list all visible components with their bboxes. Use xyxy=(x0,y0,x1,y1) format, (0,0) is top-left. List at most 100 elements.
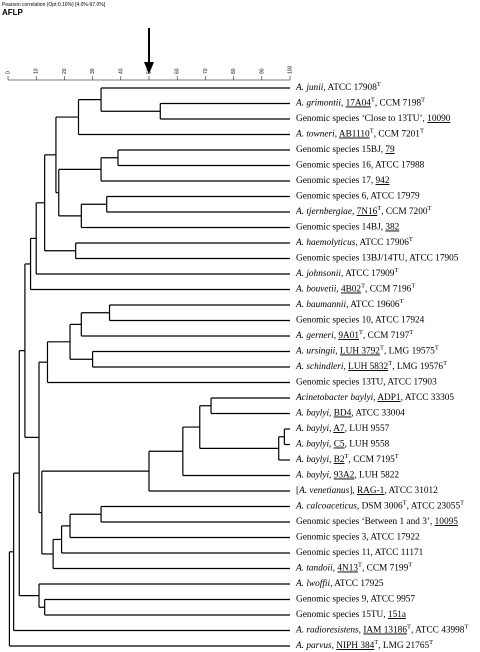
label-part: A. venetianus xyxy=(298,486,349,496)
label-part: A. baylyi xyxy=(295,424,329,434)
leaf-label: Genomic species 14BJ, 382 xyxy=(296,223,400,233)
label-part: 10090 xyxy=(427,114,451,124)
label-part: , CCM 7201 xyxy=(374,130,421,140)
label-part: , xyxy=(329,471,334,481)
label-part: A. ursingii xyxy=(295,347,336,357)
method-label: Pearson correlation (Opt:0.10%) [4.0%-97… xyxy=(2,2,106,8)
label-part: , xyxy=(341,99,346,109)
label-part: , LUH 9557 xyxy=(345,424,390,434)
label-part: , xyxy=(344,362,349,372)
label-part: Genomic species ‘Close to 13TU’, xyxy=(296,114,427,124)
leaf-label: A. johnsonii, ATCC 17909T xyxy=(295,267,398,279)
label-part: Genomic species 3, ATCC 17922 xyxy=(296,533,420,543)
label-part: A. bouvetii xyxy=(295,285,337,295)
label-part: T xyxy=(429,639,433,646)
label-part: A. tandoii xyxy=(295,564,333,574)
leaf-label: Genomic species 17, 942 xyxy=(296,176,390,186)
label-part: T xyxy=(409,329,413,336)
label-part: , xyxy=(329,424,333,434)
leaf-label: Genomic species 16, ATCC 17988 xyxy=(296,161,425,171)
label-part: , LMG 19575 xyxy=(384,347,435,357)
label-part: ADP1 xyxy=(377,393,401,403)
label-part: 93A2 xyxy=(334,471,355,481)
leaf-label: A. baumannii, ATCC 19606T xyxy=(295,298,404,310)
label-part: T xyxy=(359,329,363,336)
label-part: Acinetobacter baylyi xyxy=(295,393,374,403)
label-part: T xyxy=(388,360,392,367)
label-part: T xyxy=(394,267,398,274)
label-part: A. baylyi xyxy=(295,409,329,419)
label-part: A. haemolyticus xyxy=(295,238,356,248)
label-part: T xyxy=(409,236,413,243)
label-part: A. calcoaceticus xyxy=(295,502,357,512)
leaf-label: Genomic species 15BJ, 79 xyxy=(296,145,395,155)
label-part: , xyxy=(329,409,334,419)
label-part: B2 xyxy=(334,455,345,465)
label-part: T xyxy=(411,282,415,289)
label-part: T xyxy=(428,205,432,212)
label-part: , CCM 7195 xyxy=(349,455,396,465)
label-part: A. johnsonii xyxy=(295,269,341,279)
leaf-label: A. baylyi, B2T, CCM 7195T xyxy=(295,453,399,465)
label-part: T xyxy=(460,499,464,506)
label-part: C5 xyxy=(334,440,345,450)
axis-tick-label: 0 xyxy=(6,71,12,74)
label-part: T xyxy=(370,127,374,134)
label-part: T xyxy=(403,499,407,506)
label-part: Genomic species 13TU, ATCC 17903 xyxy=(296,378,437,388)
label-part: [ xyxy=(296,486,299,496)
leaf-label: Acinetobacter baylyi, ADP1, ATCC 33305 xyxy=(295,393,454,403)
label-part: 942 xyxy=(376,176,390,186)
label-part: Genomic species 16, ATCC 17988 xyxy=(296,161,425,171)
label-part: 79 xyxy=(385,145,395,155)
label-part: T xyxy=(421,96,425,103)
label-part: RAG-1 xyxy=(357,486,385,496)
label-part: T xyxy=(400,298,404,305)
label-part: A. lwoffii xyxy=(295,578,331,589)
label-part: , xyxy=(329,455,334,465)
leaf-label: A. calcoaceticus, DSM 3006T, ATCC 23055T xyxy=(295,499,464,511)
label-part: A7 xyxy=(333,424,345,434)
label-part: A. towneri xyxy=(295,130,335,140)
label-part: A. schindleri xyxy=(295,362,344,372)
label-part: NIPH 384 xyxy=(336,641,374,651)
label-part: Genomic species 17, xyxy=(296,176,376,186)
leaf-label: A. ursingii, LUH 3792T, LMG 19575T xyxy=(295,344,439,356)
leaf-label: A. towneri, AB1110T, CCM 7201T xyxy=(295,127,424,139)
axis-tick-label: 100 xyxy=(288,65,294,74)
label-part: Genomic species 9, ATCC 9957 xyxy=(296,595,415,605)
label-part: 382 xyxy=(385,223,399,233)
label-part: A. baylyi xyxy=(295,440,329,450)
label-part: T xyxy=(377,81,381,88)
label-part: BD4 xyxy=(334,409,352,419)
label-part: , ATCC 17908 xyxy=(323,83,377,93)
label-part: A. baumannii xyxy=(295,300,347,310)
axis-tick-label: 80 xyxy=(231,68,237,74)
leaf-label: A. schindleri, LUH 5832T, LMG 19576T xyxy=(295,360,447,372)
label-part: , CCM 7199 xyxy=(362,564,409,574)
axis-tick-label: 60 xyxy=(175,68,181,74)
label-part: T xyxy=(443,360,447,367)
leaf-label: A. lwoffii, ATCC 17925 xyxy=(295,578,384,589)
label-part: 10095 xyxy=(435,517,459,527)
label-part: A. baylyi xyxy=(295,455,329,465)
label-part: A. parvus xyxy=(295,641,332,651)
label-part: Genomic species 11, ATCC 11171 xyxy=(296,548,424,558)
label-part: T xyxy=(435,344,439,351)
label-part: , ATCC 17925 xyxy=(330,579,384,589)
label-part: Genomic species 15BJ, xyxy=(296,145,385,155)
label-part: , LUH 9558 xyxy=(345,440,390,450)
leaf-label: Genomic species ‘Close to 13TU’, 10090 xyxy=(296,114,451,124)
label-part: Genomic species ‘Between 1 and 3’, xyxy=(296,517,435,527)
label-part: , CCM 7196 xyxy=(365,285,412,295)
axis-tick-label: 30 xyxy=(90,68,96,74)
label-part: 4N13 xyxy=(337,564,358,574)
axis-tick-label: 90 xyxy=(259,68,265,74)
label-part: T xyxy=(345,453,349,460)
label-part: LUH 5832 xyxy=(348,362,388,372)
label-part: , LMG 21765 xyxy=(378,641,429,651)
label-part: 151a xyxy=(388,610,406,620)
label-part: IAM 13186 xyxy=(363,626,407,636)
